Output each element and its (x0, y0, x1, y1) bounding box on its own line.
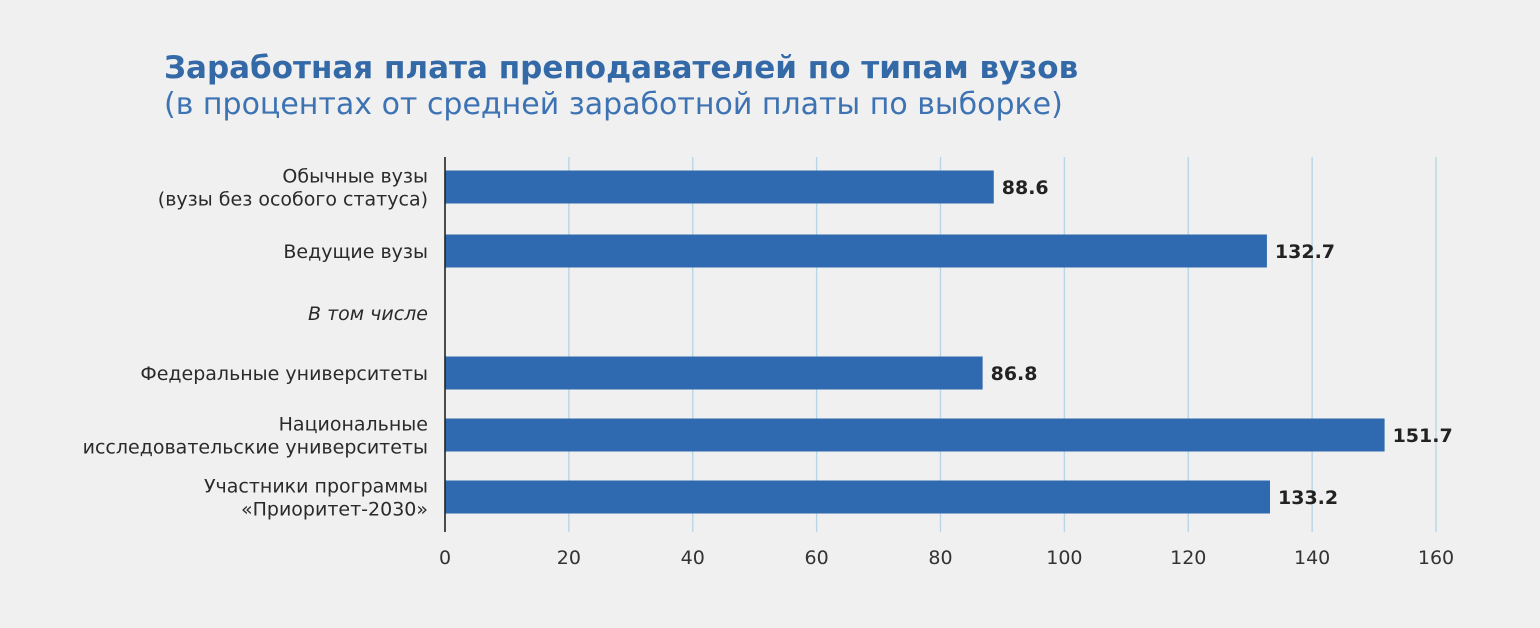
data-label: 132.7 (1275, 241, 1335, 263)
bar (445, 234, 1267, 268)
bar (445, 418, 1385, 452)
x-tick-label: 20 (557, 547, 581, 569)
category-label: Участники программы «Приоритет-2030» (204, 476, 428, 521)
category-label: В том числе (308, 303, 428, 325)
category-label: Национальные исследовательские университе… (83, 414, 428, 459)
bar (445, 356, 983, 390)
x-tick-label: 80 (928, 547, 952, 569)
x-tick-label: 40 (681, 547, 705, 569)
category-label-line: Национальные (279, 414, 428, 436)
category-label: Ведущие вузы (283, 241, 428, 263)
category-label: Обычные вузы (вузы без особого статуса) (158, 166, 428, 211)
category-label-line: Ведущие вузы (283, 241, 428, 263)
chart-subtitle: (в процентах от средней заработной платы… (164, 87, 1063, 123)
x-tick-label: 0 (439, 547, 451, 569)
x-tick-label: 160 (1418, 547, 1454, 569)
category-label-line: Обычные вузы (282, 166, 428, 188)
category-label: Федеральные университеты (140, 363, 428, 385)
chart-title: Заработная плата преподавателей по типам… (164, 50, 1079, 86)
labels: 0 20 40 60 80 100 120 140 160 88.6 Обычные вузы (ву… (83, 166, 1454, 570)
data-label: 86.8 (991, 363, 1038, 385)
category-label-line: В том числе (308, 303, 428, 325)
grid-lines (568, 157, 1437, 532)
bar (445, 480, 1271, 514)
x-tick-label: 100 (1046, 547, 1082, 569)
x-tick-label: 120 (1170, 547, 1206, 569)
category-label-line: (вузы без особого статуса) (158, 189, 428, 211)
data-label: 133.2 (1278, 487, 1338, 509)
bar (445, 170, 994, 204)
x-tick-label: 140 (1294, 547, 1330, 569)
category-label-line: «Приоритет-2030» (241, 499, 428, 521)
data-label: 88.6 (1002, 177, 1049, 199)
title-block: Заработная плата преподавателей по типам… (164, 50, 1078, 123)
data-label: 151.7 (1393, 425, 1453, 447)
bars (445, 170, 1385, 514)
category-label-line: Участники программы (204, 476, 428, 498)
category-label-line: Федеральные университеты (140, 363, 428, 385)
x-tick-label: 60 (805, 547, 829, 569)
category-label-line: исследовательские университеты (83, 437, 428, 459)
